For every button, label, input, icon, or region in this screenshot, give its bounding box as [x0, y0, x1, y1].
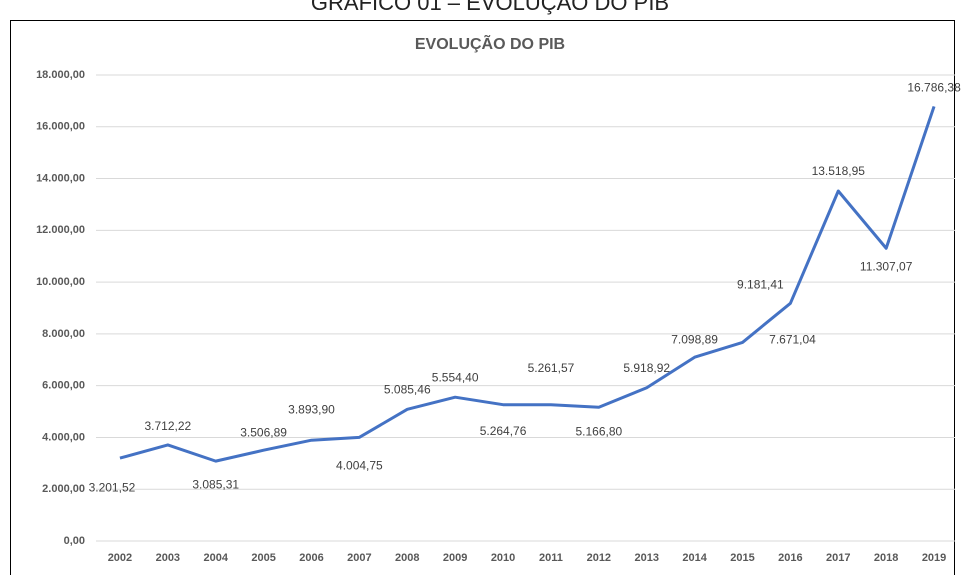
- y-tick-label: 4.000,00: [42, 431, 85, 443]
- data-label: 4.004,75: [336, 458, 383, 472]
- data-label: 3.085,31: [192, 477, 239, 491]
- data-label: 3.712,22: [144, 419, 191, 433]
- x-tick-label: 2011: [539, 552, 563, 564]
- x-tick-label: 2012: [587, 552, 611, 564]
- x-tick-label: 2015: [730, 552, 754, 564]
- y-tick-label: 2.000,00: [42, 483, 85, 495]
- data-label: 13.518,95: [812, 164, 866, 178]
- data-label: 5.261,57: [528, 361, 575, 375]
- data-label: 3.893,90: [288, 402, 335, 416]
- x-tick-label: 2009: [443, 552, 467, 564]
- x-tick-label: 2019: [922, 552, 946, 564]
- data-label: 3.201,52: [89, 480, 136, 494]
- y-tick-label: 8.000,00: [42, 328, 85, 340]
- y-tick-label: 6.000,00: [42, 380, 85, 392]
- x-tick-label: 2010: [491, 552, 515, 564]
- y-tick-label: 10.000,00: [36, 276, 85, 288]
- chart-frame: [10, 20, 955, 575]
- data-label: 11.307,07: [860, 259, 913, 273]
- data-label: 16.786,38: [907, 81, 961, 95]
- data-label: 5.918,92: [623, 361, 670, 375]
- y-tick-label: 18.000,00: [36, 69, 85, 81]
- x-tick-label: 2006: [299, 552, 323, 564]
- data-line: [119, 105, 936, 463]
- y-tick-label: 16.000,00: [36, 121, 85, 133]
- data-label: 5.554,40: [432, 370, 479, 384]
- x-tick-label: 2002: [108, 552, 132, 564]
- x-tick-label: 2005: [251, 552, 275, 564]
- data-label: 5.166,80: [575, 424, 622, 438]
- chart-title: EVOLUÇÃO DO PIB: [415, 33, 565, 53]
- x-tick-label: 2007: [347, 552, 371, 564]
- x-tick-label: 2017: [826, 552, 850, 564]
- data-label: 5.085,46: [384, 383, 431, 397]
- data-label: 3.506,89: [240, 425, 287, 439]
- y-tick-label: 14.000,00: [36, 172, 85, 184]
- data-label: 7.098,89: [671, 332, 718, 346]
- data-label: 9.181,41: [737, 277, 784, 291]
- data-label: 5.264,76: [480, 424, 527, 438]
- data-label: 7.671,04: [769, 333, 816, 347]
- y-tick-label: 12.000,00: [36, 224, 85, 236]
- x-tick-label: 2013: [634, 552, 658, 564]
- x-tick-label: 2014: [682, 552, 707, 564]
- x-tick-label: 2004: [203, 552, 228, 564]
- page-title: GRÁFICO 01 – EVOLUÇÃO DO PIB: [311, 0, 669, 15]
- x-tick-label: 2003: [156, 552, 180, 564]
- x-tick-label: 2016: [778, 552, 802, 564]
- x-tick-label: 2018: [874, 552, 898, 564]
- y-tick-label: 0,00: [64, 535, 85, 547]
- x-tick-label: 2008: [395, 552, 419, 564]
